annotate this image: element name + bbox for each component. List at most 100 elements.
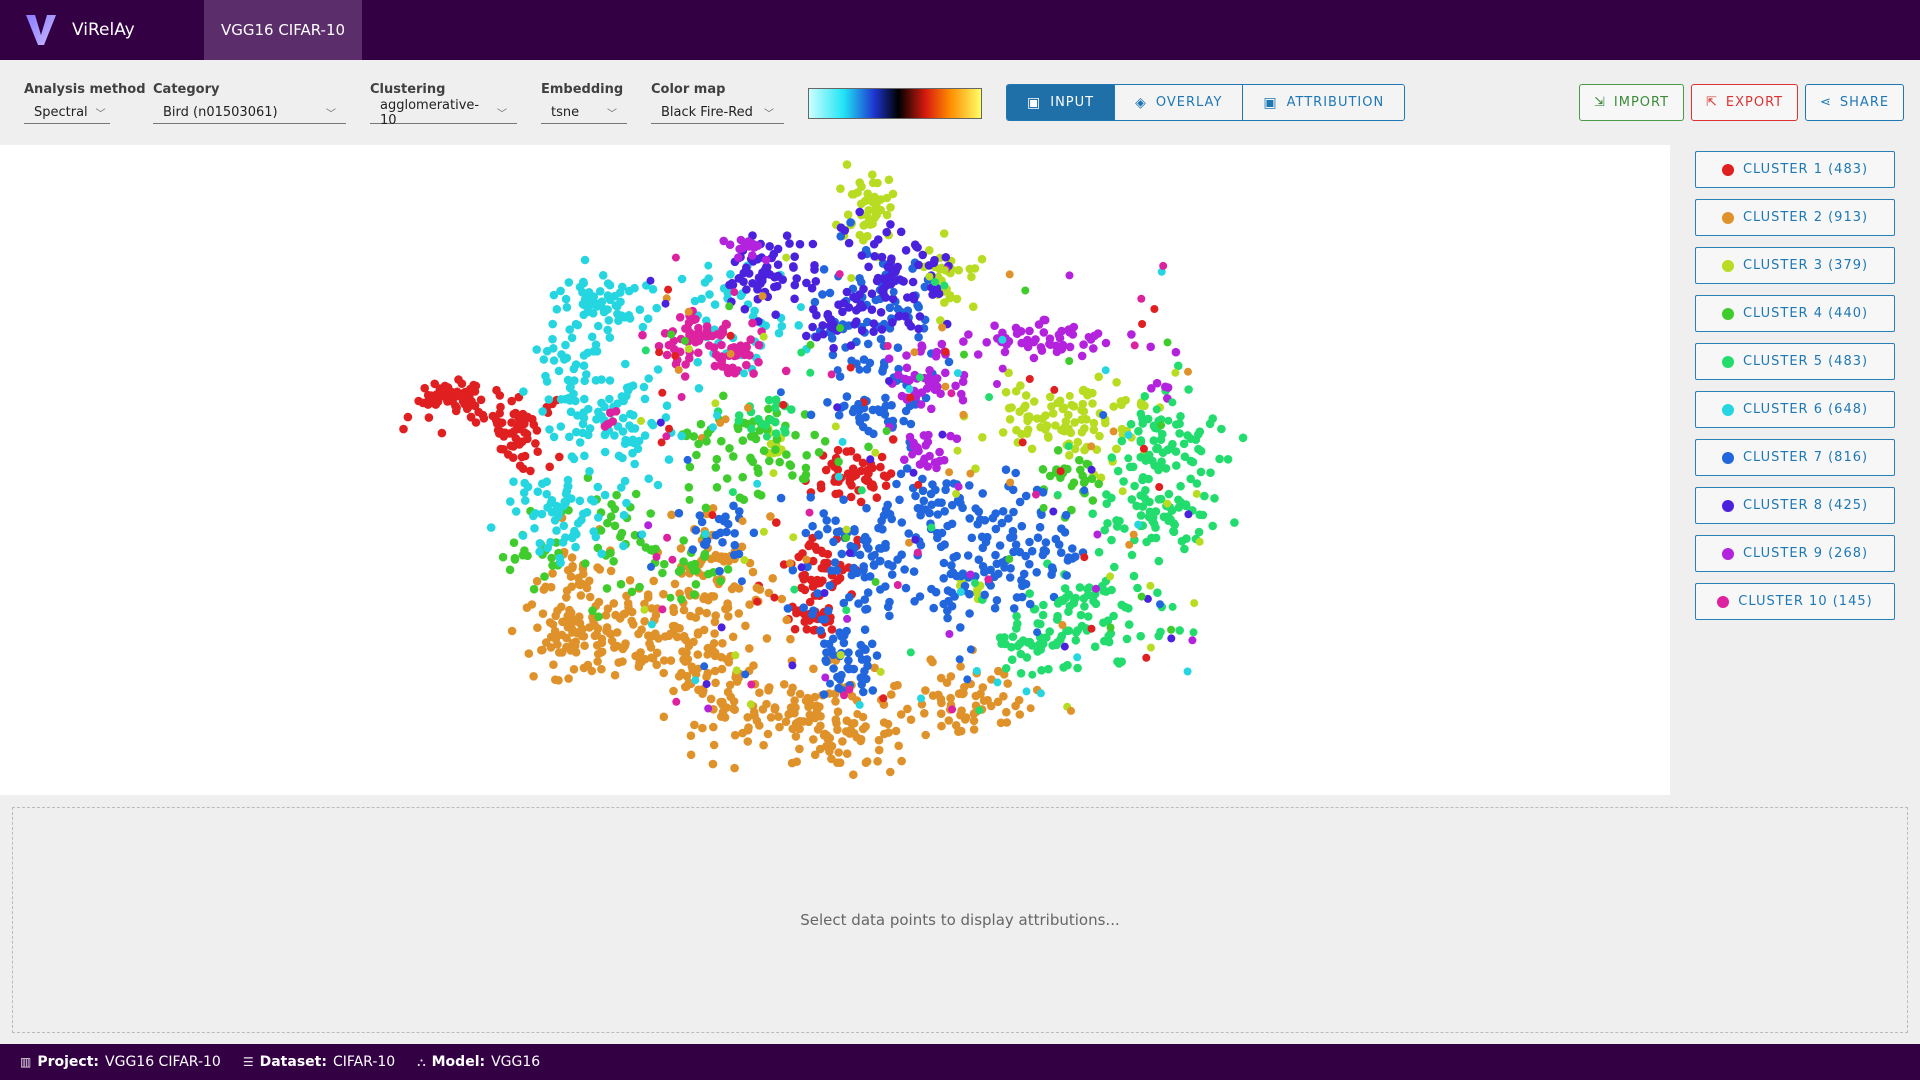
data-point[interactable] bbox=[998, 364, 1007, 373]
data-point[interactable] bbox=[1168, 602, 1177, 611]
data-point[interactable] bbox=[1005, 415, 1015, 424]
data-point[interactable] bbox=[549, 432, 559, 442]
data-point[interactable] bbox=[1077, 405, 1086, 415]
data-point[interactable] bbox=[874, 735, 884, 745]
data-point[interactable] bbox=[617, 392, 627, 401]
data-point[interactable] bbox=[1045, 627, 1054, 636]
data-point[interactable] bbox=[905, 385, 914, 393]
data-point[interactable] bbox=[876, 462, 885, 472]
data-point[interactable] bbox=[1215, 454, 1224, 464]
data-point[interactable] bbox=[715, 554, 725, 563]
data-point[interactable] bbox=[975, 706, 984, 715]
data-point[interactable] bbox=[902, 464, 912, 473]
data-point[interactable] bbox=[824, 314, 834, 323]
data-point[interactable] bbox=[812, 332, 822, 342]
data-point[interactable] bbox=[548, 319, 557, 329]
data-point[interactable] bbox=[896, 469, 906, 479]
data-point[interactable] bbox=[619, 541, 628, 551]
data-point[interactable] bbox=[788, 471, 797, 480]
data-point[interactable] bbox=[542, 489, 551, 499]
data-point[interactable] bbox=[1144, 474, 1153, 484]
data-point[interactable] bbox=[925, 272, 934, 281]
data-point[interactable] bbox=[684, 307, 693, 316]
data-point[interactable] bbox=[1144, 450, 1154, 460]
data-point[interactable] bbox=[746, 700, 755, 709]
data-point[interactable] bbox=[703, 668, 713, 678]
data-point[interactable] bbox=[1036, 689, 1045, 698]
data-point[interactable] bbox=[564, 278, 574, 287]
data-point[interactable] bbox=[1054, 330, 1064, 340]
data-point[interactable] bbox=[1109, 427, 1118, 436]
data-point[interactable] bbox=[856, 199, 866, 209]
data-point[interactable] bbox=[595, 287, 605, 296]
data-point[interactable] bbox=[1154, 556, 1164, 566]
data-point[interactable] bbox=[625, 383, 634, 392]
data-point[interactable] bbox=[836, 324, 845, 333]
data-point[interactable] bbox=[1142, 653, 1151, 662]
data-point[interactable] bbox=[860, 220, 870, 229]
data-point[interactable] bbox=[854, 599, 863, 608]
data-point[interactable] bbox=[574, 627, 583, 637]
data-point[interactable] bbox=[956, 588, 965, 596]
data-point[interactable] bbox=[969, 716, 979, 726]
data-point[interactable] bbox=[594, 513, 603, 522]
data-point[interactable] bbox=[730, 529, 739, 538]
data-point[interactable] bbox=[717, 436, 726, 446]
data-point[interactable] bbox=[1136, 452, 1145, 462]
data-point[interactable] bbox=[1152, 405, 1161, 414]
data-point[interactable] bbox=[605, 333, 615, 342]
data-point[interactable] bbox=[1038, 465, 1048, 474]
data-point[interactable] bbox=[941, 347, 950, 356]
data-point[interactable] bbox=[917, 694, 925, 703]
data-point[interactable] bbox=[1025, 599, 1035, 609]
data-point[interactable] bbox=[913, 503, 923, 513]
data-point[interactable] bbox=[680, 336, 689, 345]
data-point[interactable] bbox=[430, 379, 440, 389]
data-point[interactable] bbox=[859, 235, 868, 245]
data-point[interactable] bbox=[742, 263, 751, 272]
data-point[interactable] bbox=[758, 272, 768, 282]
data-point[interactable] bbox=[730, 540, 740, 550]
data-point[interactable] bbox=[1107, 535, 1116, 545]
data-point[interactable] bbox=[810, 297, 820, 307]
data-point[interactable] bbox=[928, 290, 937, 299]
data-point[interactable] bbox=[670, 579, 680, 589]
data-point[interactable] bbox=[731, 673, 740, 682]
data-point[interactable] bbox=[1080, 445, 1089, 455]
data-point[interactable] bbox=[854, 399, 863, 408]
overlay-view-button[interactable]: ◈ OVERLAY bbox=[1115, 85, 1244, 120]
data-point[interactable] bbox=[614, 658, 623, 667]
data-point[interactable] bbox=[843, 614, 852, 623]
data-point[interactable] bbox=[838, 737, 847, 746]
data-point[interactable] bbox=[1064, 424, 1073, 433]
data-point[interactable] bbox=[743, 737, 753, 746]
data-point[interactable] bbox=[1179, 439, 1189, 449]
data-point[interactable] bbox=[523, 412, 532, 422]
data-point[interactable] bbox=[827, 625, 837, 634]
data-point[interactable] bbox=[774, 712, 783, 721]
data-point[interactable] bbox=[772, 399, 782, 408]
data-point[interactable] bbox=[666, 656, 676, 665]
input-view-button[interactable]: ▣ INPUT bbox=[1007, 85, 1116, 120]
data-point[interactable] bbox=[660, 559, 669, 569]
data-point[interactable] bbox=[747, 424, 756, 433]
data-point[interactable] bbox=[532, 345, 541, 354]
data-point[interactable] bbox=[588, 309, 598, 318]
data-point[interactable] bbox=[1149, 436, 1159, 445]
data-point[interactable] bbox=[933, 382, 942, 391]
data-point[interactable] bbox=[1117, 600, 1126, 610]
data-point[interactable] bbox=[852, 317, 861, 326]
data-point[interactable] bbox=[947, 389, 956, 398]
data-point[interactable] bbox=[918, 474, 927, 484]
data-point[interactable] bbox=[1058, 404, 1068, 414]
data-point[interactable] bbox=[1195, 510, 1204, 519]
data-point[interactable] bbox=[861, 645, 870, 654]
data-point[interactable] bbox=[884, 175, 894, 185]
category-select[interactable]: Bird (n01503061) ﹀ bbox=[153, 102, 346, 124]
data-point[interactable] bbox=[616, 297, 625, 307]
data-point[interactable] bbox=[828, 650, 838, 659]
data-point[interactable] bbox=[701, 540, 710, 550]
cluster-button-4[interactable]: CLUSTER 4 (440) bbox=[1695, 295, 1895, 332]
data-point[interactable] bbox=[1138, 320, 1147, 328]
data-point[interactable] bbox=[498, 552, 508, 562]
